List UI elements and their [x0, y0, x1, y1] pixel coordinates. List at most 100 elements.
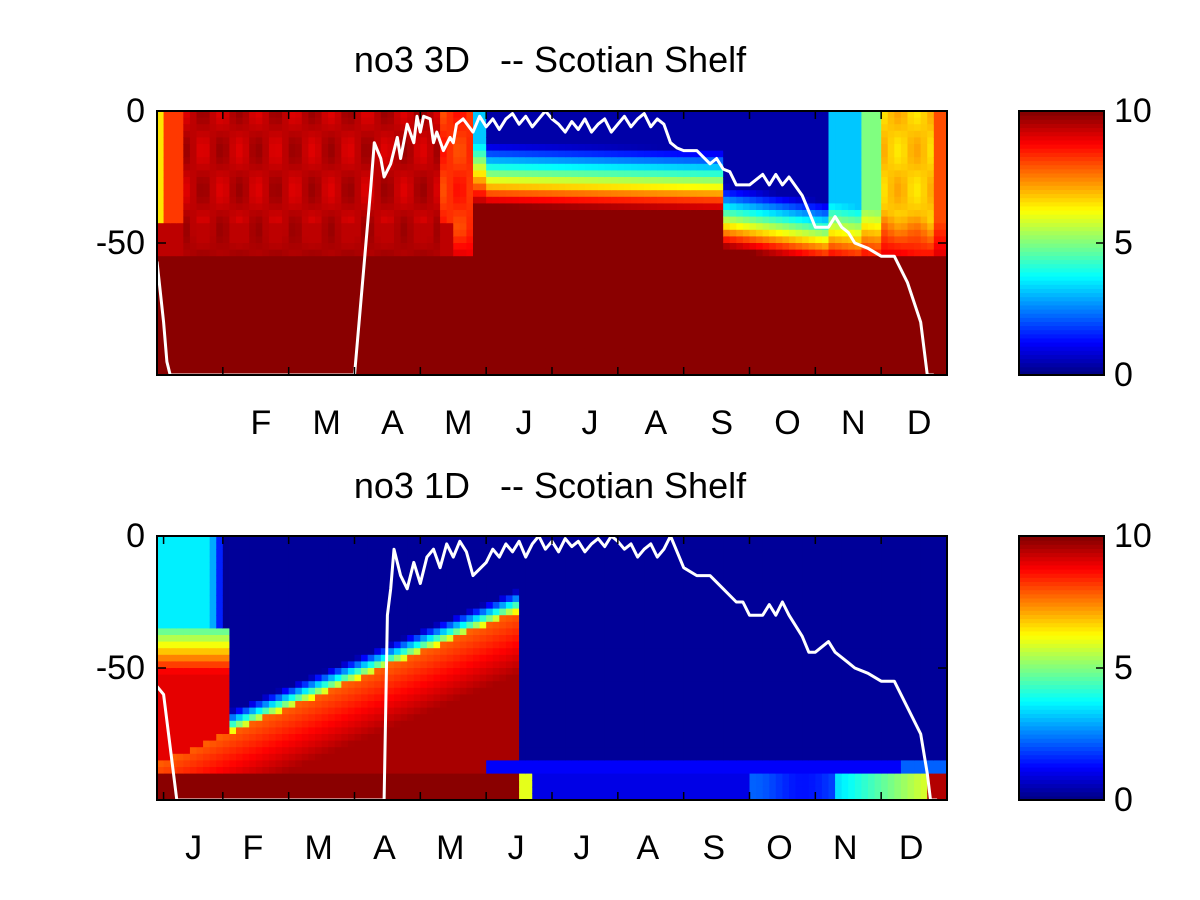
heatmap-cell — [789, 289, 797, 297]
heatmap-cell — [900, 295, 909, 303]
heatmap-cell — [815, 276, 823, 284]
colorbar-swatch — [1019, 321, 1104, 327]
heatmap-cell — [933, 210, 942, 218]
heatmap-cell — [795, 256, 803, 264]
heatmap-cell — [900, 236, 909, 244]
heatmap-cell — [308, 183, 316, 191]
heatmap-cell — [288, 289, 296, 297]
heatmap-cell — [466, 203, 474, 211]
heatmap-cell — [756, 170, 764, 178]
heatmap-cell — [479, 322, 487, 330]
heatmap-cell — [374, 111, 382, 119]
heatmap-cell — [683, 117, 691, 125]
heatmap-cell — [782, 302, 790, 310]
heatmap-cell — [374, 223, 382, 231]
heatmap-cell — [532, 282, 540, 290]
heatmap-cell — [808, 262, 816, 270]
heatmap-cell — [769, 117, 777, 125]
heatmap-cell — [920, 124, 928, 132]
heatmap-cell — [821, 124, 830, 132]
heatmap-cell — [229, 170, 237, 178]
heatmap-cell — [624, 342, 632, 350]
heatmap-cell — [473, 124, 481, 132]
heatmap-cell — [907, 223, 915, 231]
heatmap-cell — [821, 196, 830, 204]
heatmap-cell — [394, 150, 402, 158]
heatmap-cell — [367, 315, 375, 323]
heatmap-cell — [933, 124, 942, 132]
heatmap-cell — [617, 342, 626, 350]
heatmap-cell — [479, 216, 487, 224]
heatmap-cell — [914, 256, 922, 264]
heatmap-cell — [710, 124, 718, 132]
heatmap-cell — [321, 170, 329, 178]
heatmap-cell — [782, 124, 790, 132]
heatmap-cell — [775, 157, 784, 165]
heatmap-cell — [723, 269, 731, 277]
heatmap-cell — [262, 289, 270, 297]
heatmap-cell — [723, 262, 731, 270]
heatmap-cell — [486, 196, 494, 204]
heatmap-cell — [821, 229, 830, 237]
heatmap-cell — [387, 183, 395, 191]
heatmap-cell — [775, 322, 784, 330]
heatmap-cell — [894, 289, 902, 297]
heatmap-cell — [558, 196, 566, 204]
heatmap-cell — [499, 223, 507, 231]
heatmap-cell — [571, 348, 579, 356]
heatmap-cell — [479, 348, 487, 356]
heatmap-cell — [354, 210, 362, 218]
heatmap-cell — [874, 111, 882, 119]
heatmap-cell — [301, 289, 310, 297]
heatmap-cell — [631, 302, 639, 310]
heatmap-cell — [328, 130, 336, 138]
heatmap-cell — [769, 111, 777, 119]
heatmap-cell — [677, 269, 685, 277]
heatmap-cell — [828, 223, 836, 231]
heatmap-cell — [282, 210, 290, 218]
heatmap-cell — [874, 361, 882, 369]
heatmap-cell — [400, 335, 408, 343]
heatmap-cell — [756, 262, 764, 270]
heatmap-cell — [729, 210, 737, 218]
heatmap-cell — [295, 111, 303, 119]
heatmap-cell — [868, 150, 876, 158]
heatmap-cell — [874, 137, 882, 145]
heatmap-cell — [209, 335, 217, 343]
heatmap-cell — [413, 183, 421, 191]
heatmap-cell — [157, 137, 165, 145]
heatmap-cell — [268, 190, 277, 198]
heatmap-cell — [486, 137, 494, 145]
heatmap-cell — [782, 203, 790, 211]
heatmap-cell — [328, 210, 336, 218]
heatmap-cell — [525, 335, 533, 343]
heatmap-cell — [802, 144, 810, 152]
heatmap-cell — [920, 157, 928, 165]
heatmap-cell — [426, 276, 435, 284]
heatmap-cell — [334, 335, 342, 343]
heatmap-cell — [868, 196, 876, 204]
heatmap-cell — [525, 150, 533, 158]
heatmap-cell — [321, 144, 329, 152]
heatmap-cell — [189, 348, 198, 356]
heatmap-cell — [407, 183, 415, 191]
heatmap-cell — [769, 137, 777, 145]
heatmap-cell — [624, 216, 632, 224]
heatmap-cell — [157, 111, 165, 119]
heatmap-cell — [255, 302, 263, 310]
heatmap-cell — [308, 157, 316, 165]
heatmap-cell — [519, 190, 527, 198]
heatmap-cell — [387, 111, 395, 119]
heatmap-cell — [644, 315, 652, 323]
heatmap-cell — [157, 177, 165, 185]
heatmap-cell — [900, 210, 909, 218]
heatmap-cell — [420, 236, 428, 244]
heatmap-cell — [716, 361, 724, 369]
heatmap-cell — [624, 190, 632, 198]
heatmap-cell — [446, 150, 454, 158]
heatmap-cell — [407, 157, 415, 165]
heatmap-cell — [433, 117, 441, 125]
heatmap-cell — [841, 183, 849, 191]
heatmap-cell — [157, 322, 165, 330]
heatmap-cell — [907, 322, 915, 330]
